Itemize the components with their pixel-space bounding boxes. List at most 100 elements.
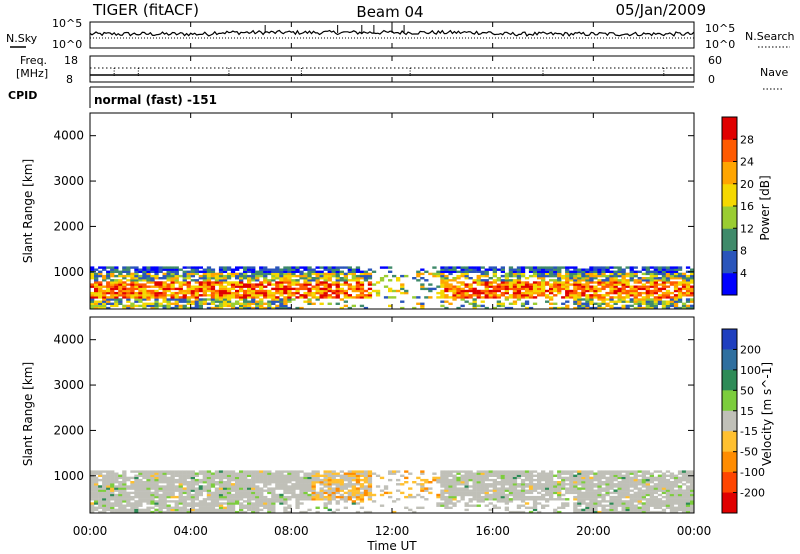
velocity-cell: [633, 493, 638, 497]
velocity-cell: [500, 470, 505, 473]
power-cell: [303, 279, 308, 282]
velocity-cell: [436, 504, 441, 507]
power-cell: [492, 270, 497, 273]
power-cell: [190, 306, 195, 310]
velocity-cell: [174, 504, 179, 507]
power-cell: [351, 287, 356, 291]
velocity-cell: [202, 508, 207, 512]
velocity-cell: [202, 489, 207, 492]
power-cell: [110, 304, 115, 308]
power-cell: [565, 296, 570, 299]
velocity-cell: [476, 491, 481, 495]
velocity-cell: [665, 483, 671, 486]
power-cell: [247, 274, 252, 278]
power-cell: [359, 277, 365, 280]
velocity-cell: [202, 498, 207, 501]
power-cell: [685, 294, 691, 297]
velocity-cell: [545, 491, 550, 495]
velocity-cell: [488, 472, 493, 475]
velocity-cell: [371, 472, 377, 475]
power-cell: [557, 287, 562, 291]
power-cell: [98, 272, 103, 276]
power-cell: [90, 277, 95, 280]
power-cell: [685, 306, 691, 310]
power-cell: [347, 294, 352, 297]
power-cell: [198, 302, 203, 305]
power-cell: [617, 279, 622, 282]
velocity-cell: [230, 495, 236, 499]
power-cell: [255, 277, 260, 280]
velocity-cell: [541, 506, 546, 509]
velocity-cell: [110, 483, 115, 486]
power-cell: [412, 277, 417, 280]
colorbar-segment: [722, 250, 737, 274]
power-cell: [649, 302, 654, 305]
power-cell: [633, 298, 638, 301]
velocity-cell: [565, 472, 570, 475]
power-cell: [283, 306, 288, 310]
velocity-cell: [287, 476, 292, 480]
velocity-cell: [492, 485, 497, 488]
power-cell: [130, 266, 135, 269]
velocity-cell: [138, 491, 143, 495]
power-cell: [158, 294, 163, 297]
power-cell: [146, 285, 151, 288]
power-cell: [98, 296, 103, 299]
velocity-cell: [416, 506, 421, 509]
power-cell: [561, 296, 566, 299]
velocity-cell: [621, 487, 626, 490]
velocity-cell: [343, 485, 348, 488]
velocity-cell: [98, 489, 103, 492]
velocity-cell: [480, 481, 485, 484]
power-cell: [504, 283, 509, 286]
power-cell: [516, 287, 522, 291]
power-cell: [589, 272, 594, 276]
velocity-cell: [492, 504, 497, 507]
velocity-cell: [218, 510, 224, 514]
velocity-cell: [226, 510, 232, 514]
velocity-cell: [585, 502, 590, 505]
power-cell: [303, 274, 308, 278]
power-cell: [392, 296, 397, 299]
velocity-cell: [605, 500, 610, 503]
velocity-cell: [516, 483, 522, 486]
power-cell: [307, 268, 312, 271]
power-cell: [504, 298, 509, 301]
velocity-cell: [508, 472, 514, 475]
power-cell: [669, 300, 675, 303]
power-cell: [549, 302, 554, 305]
power-cell: [182, 279, 187, 282]
velocity-cell: [210, 472, 216, 475]
velocity-cell: [218, 472, 224, 475]
velocity-cell: [593, 485, 598, 488]
power-cell: [625, 294, 630, 297]
velocity-cell: [210, 504, 216, 507]
velocity-cell: [126, 504, 131, 507]
velocity-cell: [528, 472, 534, 475]
velocity-cell: [226, 502, 232, 505]
power-cell: [524, 277, 530, 280]
power-cell: [629, 268, 634, 271]
power-cell: [492, 281, 497, 284]
power-cell: [677, 272, 683, 276]
power-cell: [102, 291, 107, 295]
velocity-cell: [279, 481, 284, 484]
power-cell: [182, 270, 187, 273]
velocity-cell: [605, 487, 610, 490]
power-cell: [275, 268, 280, 271]
velocity-cell: [549, 474, 554, 477]
power-cell: [633, 287, 638, 291]
power-cell: [573, 302, 578, 305]
velocity-cell: [512, 470, 518, 473]
velocity-cell: [690, 500, 695, 503]
power-cell: [500, 266, 505, 269]
power-cell: [226, 281, 232, 284]
power-cell: [311, 302, 316, 305]
power-cell: [134, 304, 139, 308]
power-cell: [649, 291, 654, 295]
power-cell: [472, 287, 477, 291]
power-cell: [629, 270, 634, 273]
velocity-cell: [283, 506, 288, 509]
velocity-cell: [287, 498, 292, 501]
